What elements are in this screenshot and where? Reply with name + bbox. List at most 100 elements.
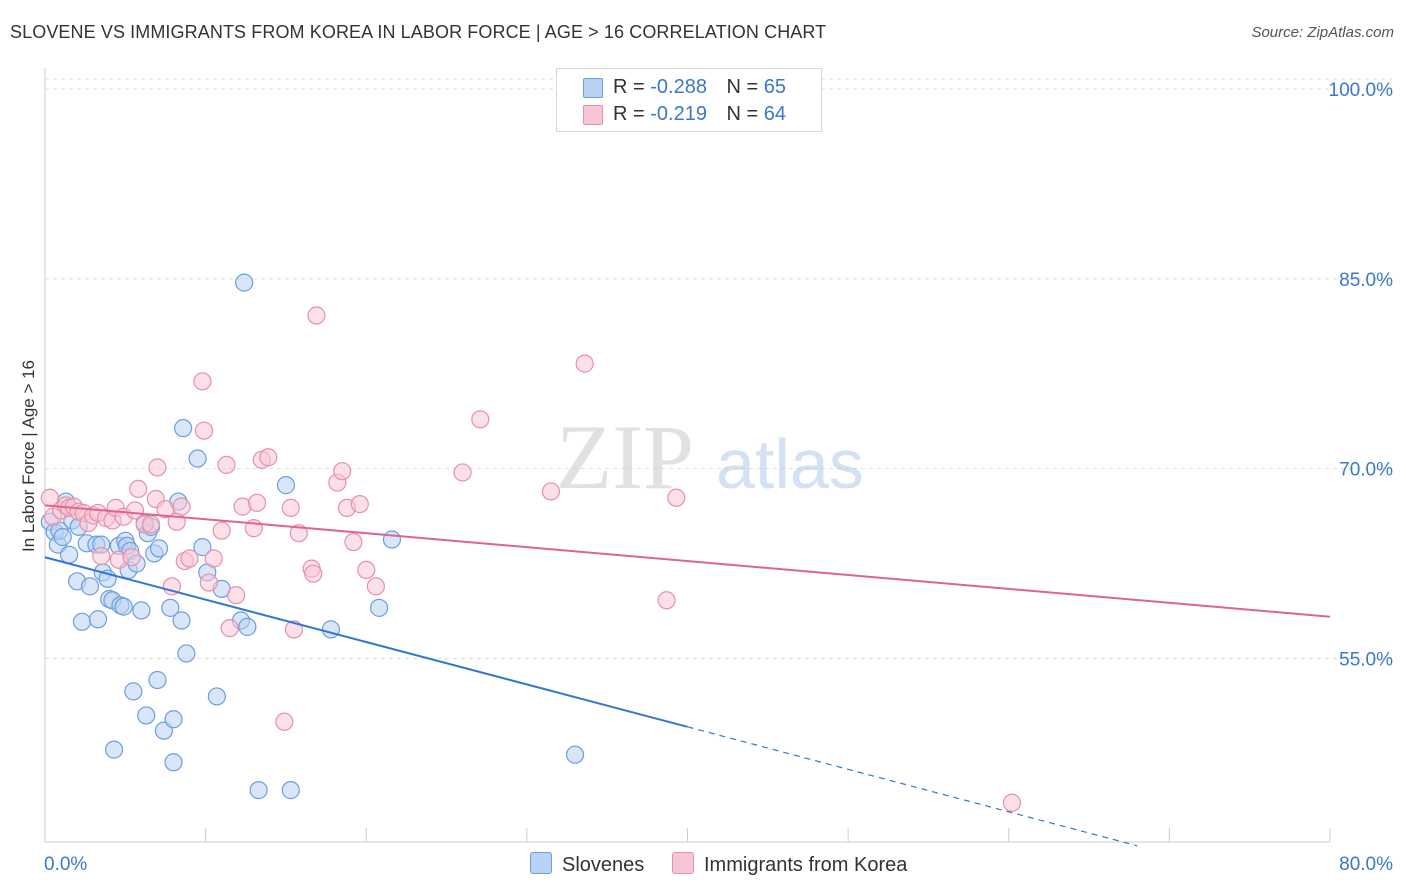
point-slovenes <box>149 539 169 558</box>
point-slovenes <box>164 710 183 729</box>
point-slovenes <box>104 740 124 759</box>
point-slovenes <box>53 527 72 547</box>
n-value: 65 <box>763 76 787 98</box>
slovenes-points <box>40 273 585 800</box>
korea-points <box>40 306 1022 812</box>
point-korea <box>92 546 111 566</box>
point-korea <box>333 462 352 481</box>
point-slovenes <box>59 545 79 564</box>
point-slovenes <box>188 449 207 468</box>
trend-line-slovenes <box>44 556 688 728</box>
point-korea <box>667 488 686 507</box>
point-korea <box>194 421 214 440</box>
point-slovenes <box>72 612 92 631</box>
point-korea <box>281 498 300 517</box>
legend-item-korea: Immigrants from Korea <box>672 852 907 877</box>
grid-lines <box>45 78 1392 659</box>
point-korea <box>304 564 323 583</box>
point-slovenes <box>370 598 389 617</box>
point-korea <box>344 532 363 552</box>
point-korea <box>172 497 191 516</box>
watermark-atlas: atlas <box>716 425 864 503</box>
legend-swatch-pink <box>583 105 603 125</box>
point-korea <box>307 306 326 325</box>
legend-label-slovenes: Slovenes <box>562 854 645 876</box>
point-korea <box>275 712 294 731</box>
point-slovenes <box>249 781 268 800</box>
point-korea <box>122 548 141 567</box>
point-korea <box>357 560 376 580</box>
point-korea <box>193 372 212 391</box>
point-korea <box>657 591 676 610</box>
legend-swatch-blue <box>530 852 552 874</box>
chart-title: SLOVENE VS IMMIGRANTS FROM KOREA IN LABO… <box>10 22 827 42</box>
series-legend: Slovenes Immigrants from Korea <box>0 850 1406 880</box>
trend-line-korea <box>44 504 1331 618</box>
point-slovenes <box>132 601 151 620</box>
point-slovenes <box>114 597 133 616</box>
point-korea <box>284 620 304 639</box>
y-axis-label: In Labor Force | Age > 16 <box>19 360 38 552</box>
point-korea <box>1002 793 1022 812</box>
n-label: N = <box>726 103 759 125</box>
point-korea <box>575 354 594 373</box>
legend-item-slovenes: Slovenes <box>530 852 644 877</box>
point-slovenes <box>148 670 167 690</box>
y-tick-label: 100.0% <box>1329 80 1394 101</box>
point-slovenes <box>207 687 226 706</box>
y-tick-label: 70.0% <box>1339 460 1393 481</box>
tick-labels: 55.0% 70.0% 85.0% 100.0% 0.0% 80.0% <box>44 80 1393 875</box>
point-slovenes <box>137 706 156 725</box>
point-korea <box>350 494 369 514</box>
point-slovenes <box>124 682 143 701</box>
point-korea <box>180 549 199 568</box>
point-korea <box>471 410 490 429</box>
r-label: R = <box>613 103 645 125</box>
axes <box>44 68 1331 843</box>
point-korea <box>227 586 246 605</box>
point-slovenes <box>321 620 341 639</box>
r-label: R = <box>613 76 645 98</box>
point-slovenes <box>164 753 183 772</box>
x-tick-label: 80.0% <box>1339 854 1393 875</box>
point-slovenes <box>235 273 254 292</box>
point-korea <box>366 577 385 596</box>
legend-swatch-blue <box>583 78 603 98</box>
point-slovenes <box>565 745 585 764</box>
point-slovenes <box>382 530 402 549</box>
n-label: N = <box>726 76 759 98</box>
legend-swatch-pink <box>672 852 694 874</box>
legend-label-korea: Immigrants from Korea <box>704 854 908 876</box>
point-slovenes <box>281 781 300 800</box>
correlation-legend: R = -0.288 N = 65 R = -0.219 N = 64 <box>556 68 822 132</box>
point-slovenes <box>193 538 212 557</box>
point-korea <box>541 482 561 501</box>
point-korea <box>204 549 223 568</box>
point-korea <box>141 515 161 534</box>
point-korea <box>247 493 267 512</box>
point-korea <box>217 455 236 474</box>
point-korea <box>453 463 472 482</box>
source-label: Source: ZipAtlas.com <box>1251 24 1394 41</box>
point-korea <box>148 458 167 477</box>
point-korea <box>259 448 278 467</box>
y-tick-label: 85.0% <box>1339 270 1393 291</box>
point-korea <box>199 573 218 592</box>
point-korea <box>129 479 148 499</box>
y-tick-label: 55.0% <box>1339 649 1393 670</box>
r-value: -0.219 <box>650 103 707 125</box>
x-tick-label: 0.0% <box>44 854 87 875</box>
point-slovenes <box>172 611 191 630</box>
trend-line-slovenes-extrapolated <box>687 726 1138 847</box>
point-slovenes <box>161 598 180 617</box>
point-slovenes <box>238 617 257 636</box>
r-value: -0.288 <box>650 76 707 98</box>
trend-lines <box>44 504 1331 847</box>
point-slovenes <box>174 419 193 438</box>
point-korea <box>289 524 308 543</box>
point-korea <box>212 521 231 540</box>
point-korea <box>125 501 145 520</box>
n-value: 64 <box>763 103 787 125</box>
point-korea <box>220 619 239 638</box>
